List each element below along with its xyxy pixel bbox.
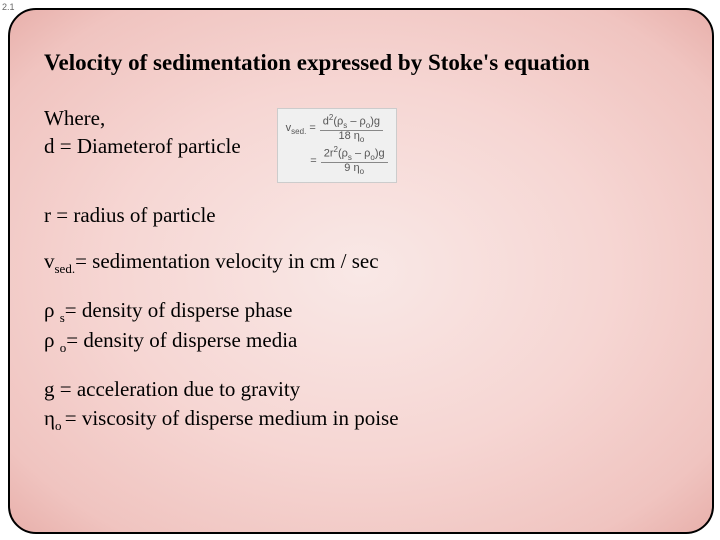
slide-frame: Velocity of sedimentation expressed by S… [8, 8, 714, 534]
def-vsed-rest: = sedimentation velocity in cm / sec [75, 249, 378, 273]
def-eta-prefix: η [44, 406, 55, 430]
f2-num-c: – ρ [352, 147, 371, 159]
def-rho-o-rest: = density of disperse media [66, 328, 297, 352]
formula-eq: = [306, 122, 315, 134]
f1-den-sub: o [360, 135, 364, 144]
def-rho-s-rest: = density of disperse phase [65, 298, 293, 322]
formula-line-1: vsed. = d2(ρs – ρo)g 18 ηo [286, 114, 388, 145]
def-vsed: vsed.= sedimentation velocity in cm / se… [44, 247, 684, 278]
slide-heading: Velocity of sedimentation expressed by S… [44, 50, 684, 76]
def-d: d = Diameterof particle [44, 132, 241, 160]
def-g: g = acceleration due to gravity [44, 375, 684, 403]
def-g-eta-block: g = acceleration due to gravity ηo = vis… [44, 375, 684, 434]
f1-num-c: – ρ [347, 116, 366, 128]
f2-num-d: )g [375, 147, 385, 159]
f1-den-a: 18 η [338, 130, 359, 142]
f1-num-b: (ρ [333, 116, 343, 128]
where-label: Where, [44, 104, 241, 132]
stokes-formula: vsed. = d2(ρs – ρo)g 18 ηo vsed. = [277, 108, 397, 183]
page-number: 2.1 [2, 2, 15, 12]
where-row: Where, d = Diameterof particle vsed. = d… [44, 104, 684, 183]
def-vsed-sub: sed. [55, 261, 76, 276]
f2-den-a: 9 η [344, 162, 359, 174]
f2-eq: = [310, 155, 316, 167]
f2-num-b: (ρ [338, 147, 348, 159]
def-rho-o: ρ o= density of disperse media [44, 326, 684, 357]
formula-line-2: vsed. = 2r2(ρs – ρo)g 9 ηo [286, 146, 388, 177]
f2-num-a: 2r [324, 147, 334, 159]
def-eta: ηo = viscosity of disperse medium in poi… [44, 404, 684, 435]
def-eta-rest: = viscosity of disperse medium in poise [65, 406, 399, 430]
def-rho-block: ρ s= density of disperse phase ρ o= dens… [44, 296, 684, 357]
def-eta-sub: o [55, 418, 65, 433]
def-rho-s: ρ s= density of disperse phase [44, 296, 684, 327]
def-r: r = radius of particle [44, 201, 684, 229]
formula-lhs-sub: sed. [291, 128, 306, 137]
def-vsed-prefix: v [44, 249, 55, 273]
def-rho-s-prefix: ρ [44, 298, 60, 322]
f2-den-sub: o [360, 167, 364, 176]
def-rho-o-prefix: ρ [44, 328, 60, 352]
f1-num-d: )g [370, 116, 380, 128]
